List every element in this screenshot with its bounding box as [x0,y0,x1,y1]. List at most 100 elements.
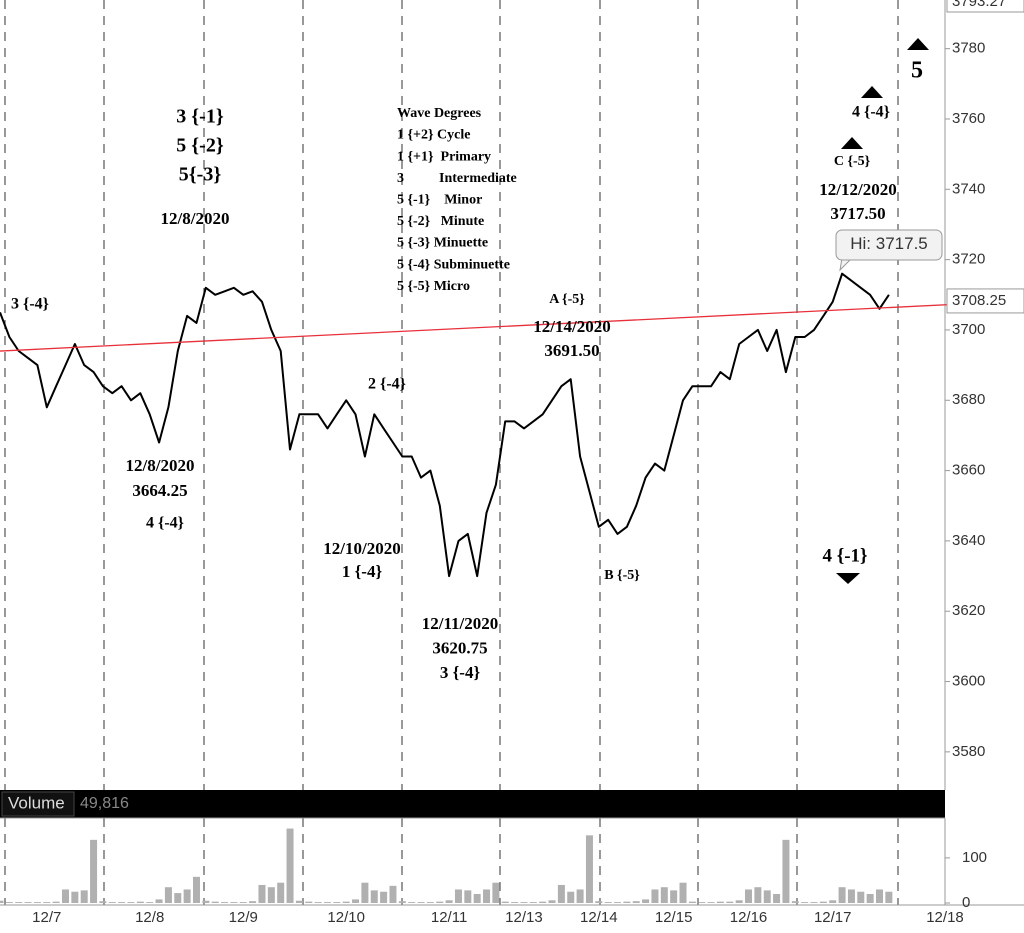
annotation: A {-5} [549,292,585,307]
volume-bar [782,839,790,903]
volume-bar [136,901,144,903]
volume-bar [670,890,678,903]
wave-degree: 5 {-3} Minuette [397,236,488,251]
y-tick-label: 100 [962,849,987,866]
x-tick-label: 12/9 [229,909,258,926]
volume-bar [361,882,369,903]
volume-bar [426,902,434,903]
volume-bar [305,901,313,903]
volume-bar [632,901,640,903]
volume-bar [529,902,537,903]
plot: 3580 3600 3620 3640 3660 3680 3700 3720 3740 3760… [0,40,1024,926]
volume-bar [754,887,762,903]
volume-bar [99,901,107,903]
volume-bar [5,902,13,903]
y-tick-label: 3580 [952,743,985,760]
x-tick-label: 12/11 [431,909,467,926]
annotation: 3717.50 [830,204,885,223]
triangle-down [836,573,860,584]
volume-bar [791,901,799,903]
volume-bar [52,901,60,903]
y-tick-label: 3720 [952,251,985,268]
annotation: 3 {-4} [11,296,49,313]
annotation: 3664.25 [132,481,187,500]
volume-bar [679,882,687,903]
volume-bar [352,899,360,903]
volume-bar [155,899,163,903]
volume-bar [819,901,827,903]
volume-header [0,790,945,818]
y-tick-label: 0 [962,894,970,911]
x-tick-label: 12/14 [580,909,618,926]
volume-bar [267,887,275,903]
x-tick-label: 12/16 [730,909,768,926]
wave-degree: 5 {-4} Subminuette [397,257,510,272]
volume-bar [464,890,472,903]
volume-bar [33,902,41,903]
volume-bar [829,900,837,903]
volume-bar [735,900,743,903]
volume-bar [230,902,238,903]
volume-bar [0,900,4,903]
volume-bar [174,893,182,903]
volume-bar [726,901,734,903]
volume-bar [436,901,444,903]
x-tick-label: 12/8 [135,909,164,926]
wave-degree: 1 {+2} Cycle [397,128,470,143]
volume-bar [408,902,416,903]
session-separators [4,0,899,905]
volume-bar [15,902,23,903]
volume-bar [585,835,593,903]
volume-bar [445,900,453,903]
volume-bar [239,902,247,903]
annotation: 12/10/2020 [323,539,400,558]
wave-degree: 5 {-2} Minute [397,214,484,229]
volume-bar [698,902,706,903]
x-tick-label: 12/17 [814,909,852,926]
volume-bar [707,902,715,903]
hi-value: 3717.5 [876,234,928,253]
wave-degree: 3 Intermediate [397,171,517,186]
volume-bar [258,884,266,903]
volume-bar [492,882,500,903]
volume-bar [614,902,622,903]
volume-bar [604,902,612,903]
triangle-up [861,86,883,98]
volume-bar [595,901,603,903]
x-tick-label: 12/7 [32,909,61,926]
triangle-up [907,38,929,50]
volume-bar [342,901,350,903]
volume-bar [80,890,88,903]
volume-bar [763,890,771,903]
annotation: 12/12/2020 [819,180,896,199]
volume-bar [333,902,341,903]
volume-bar [249,901,257,903]
y-tick-label: 3700 [952,321,985,338]
volume-bar [885,891,893,903]
y-tick-label: 3660 [952,462,985,479]
annotation: 12/14/2020 [533,317,610,336]
trend-value-box [946,288,1024,314]
volume-bar [286,828,294,903]
volume-bar [454,889,462,903]
volume-bar [380,891,388,903]
volume-bar [277,882,285,903]
wave-degrees-title: Wave Degrees [397,106,482,121]
annotation: 4 {-4} [852,104,890,121]
volume-bar [866,893,874,903]
annotation: 12/8/2020 [161,209,230,228]
volume-bar [183,889,191,903]
volume-bar [642,899,650,903]
y-tick-label: 3600 [952,673,985,690]
y-tick-label: 3780 [952,40,985,57]
volume-bar [745,889,753,903]
volume-bar [847,889,855,903]
volume-bar [623,901,631,903]
x-tick-label: 12/15 [655,909,693,926]
volume-bar [548,900,556,903]
y-tick-label: 3640 [952,532,985,549]
wave-degree: 5 {-1} Minor [397,193,482,208]
annotation: 3620.75 [432,638,487,657]
volume-bar [539,901,547,903]
